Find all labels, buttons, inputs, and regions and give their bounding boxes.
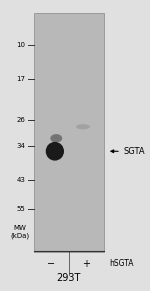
Text: 43: 43 [16, 177, 25, 183]
Bar [34, 13, 104, 252]
Text: 55: 55 [16, 206, 25, 212]
Text: MW
(kDa): MW (kDa) [10, 225, 29, 239]
Text: 34: 34 [16, 143, 25, 148]
Ellipse shape [46, 142, 64, 161]
Text: 26: 26 [16, 117, 25, 123]
Text: +: + [82, 259, 90, 269]
Text: 17: 17 [16, 76, 25, 82]
Text: SGTA: SGTA [124, 147, 146, 156]
Text: hSGTA: hSGTA [110, 259, 134, 268]
Text: 10: 10 [16, 42, 25, 48]
Text: 293T: 293T [57, 273, 81, 283]
Ellipse shape [76, 124, 90, 129]
Ellipse shape [50, 134, 62, 143]
Text: −: − [47, 259, 55, 269]
